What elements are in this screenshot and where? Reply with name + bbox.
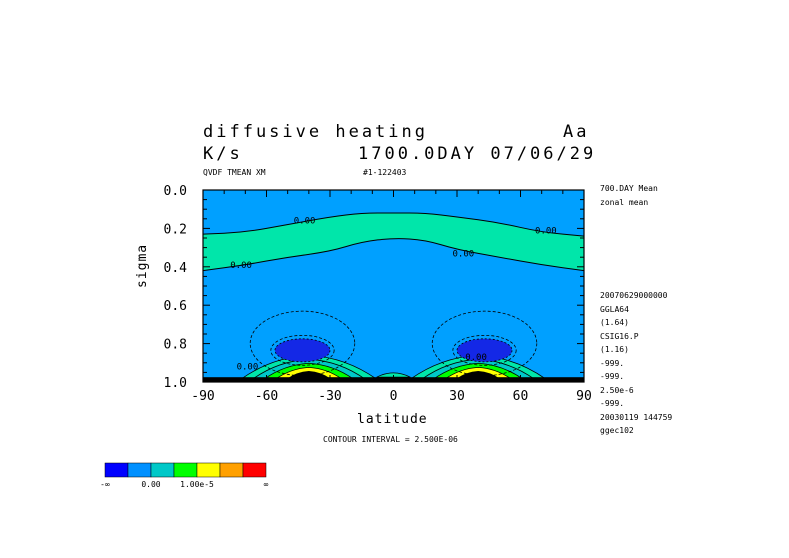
- model-info-line: 2.50e-6: [600, 385, 634, 395]
- y-tick-label: 0.6: [164, 299, 187, 314]
- model-info-line: ggec102: [600, 426, 634, 435]
- color-bar-swatch: [150, 462, 175, 478]
- time-label: 1700.0DAY 07/06/29: [358, 144, 597, 164]
- negative-contour-outer: [431, 310, 538, 377]
- color-bar-swatch: [104, 462, 129, 478]
- color-bar-swatch: [127, 462, 152, 478]
- model-info-line: GGLA64: [600, 304, 629, 314]
- plot-tag: Aa: [563, 122, 590, 142]
- model-info-line: 20030119 144759: [600, 412, 673, 422]
- model-info-line: (1.16): [600, 345, 629, 354]
- x-tick-label: 90: [576, 389, 592, 404]
- x-tick-label: -60: [255, 389, 278, 404]
- y-tick-label: 0.0: [164, 184, 187, 199]
- model-info-line: -999.: [600, 399, 625, 408]
- variable-name: QVDF TMEAN XM: [203, 168, 266, 177]
- y-tick-label: 0.8: [164, 338, 187, 353]
- color-bar-swatch: [242, 462, 267, 478]
- color-bar-swatch: [219, 462, 244, 478]
- y-tick-label: 0.2: [164, 222, 187, 237]
- contour-label: 0.00: [535, 226, 557, 236]
- negative-cooling-blob: [456, 338, 513, 363]
- x-tick-label: 0: [390, 389, 398, 404]
- negative-contour-outer: [249, 310, 356, 377]
- units-label: K/s: [203, 144, 243, 164]
- contour-label: 0.00: [294, 217, 316, 227]
- negative-cooling-blob: [274, 338, 331, 363]
- color-bar-swatch: [173, 462, 198, 478]
- y-tick-label: 0.4: [164, 261, 188, 276]
- upper-heating-band: [203, 213, 584, 271]
- x-axis-label: latitude: [357, 412, 428, 427]
- color-bar-label: 1.00e-5: [180, 480, 214, 489]
- x-tick-label: 60: [513, 389, 529, 404]
- color-bar-label: 0.00: [141, 480, 160, 489]
- negative-contour-mid: [270, 334, 335, 366]
- contour-interval: CONTOUR INTERVAL = 2.500E-06: [323, 435, 458, 444]
- model-info-line: -999.: [600, 372, 625, 381]
- y-tick-label: 1.0: [164, 376, 187, 391]
- contour-label: 0.00: [465, 353, 487, 363]
- contour-label: 0.00: [453, 249, 475, 259]
- zonal-mean-label: zonal mean: [600, 198, 649, 207]
- model-info-line: -999.: [600, 358, 625, 368]
- color-bar-label: ∞: [264, 480, 269, 489]
- negative-contour-mid: [452, 334, 517, 366]
- plot-title: diffusive heating: [203, 122, 428, 142]
- color-bar-label: -∞: [100, 480, 110, 489]
- mean-label: 700.DAY Mean: [600, 184, 658, 193]
- model-info-line: 20070629000000: [600, 291, 668, 300]
- x-tick-label: 30: [449, 389, 465, 404]
- x-tick-label: -30: [318, 389, 341, 404]
- run-id: #1-122403: [363, 168, 407, 177]
- x-tick-label: -90: [191, 389, 214, 404]
- model-info-line: (1.64): [600, 318, 629, 327]
- contour-label: 0.00: [237, 363, 259, 373]
- contour-line-zero-lower: [202, 238, 585, 272]
- color-bar-swatch: [196, 462, 221, 478]
- model-info-line: CSIG16.P: [600, 331, 639, 341]
- contour-line-zero-upper: [202, 212, 585, 237]
- contour-label: 0.00: [230, 261, 252, 271]
